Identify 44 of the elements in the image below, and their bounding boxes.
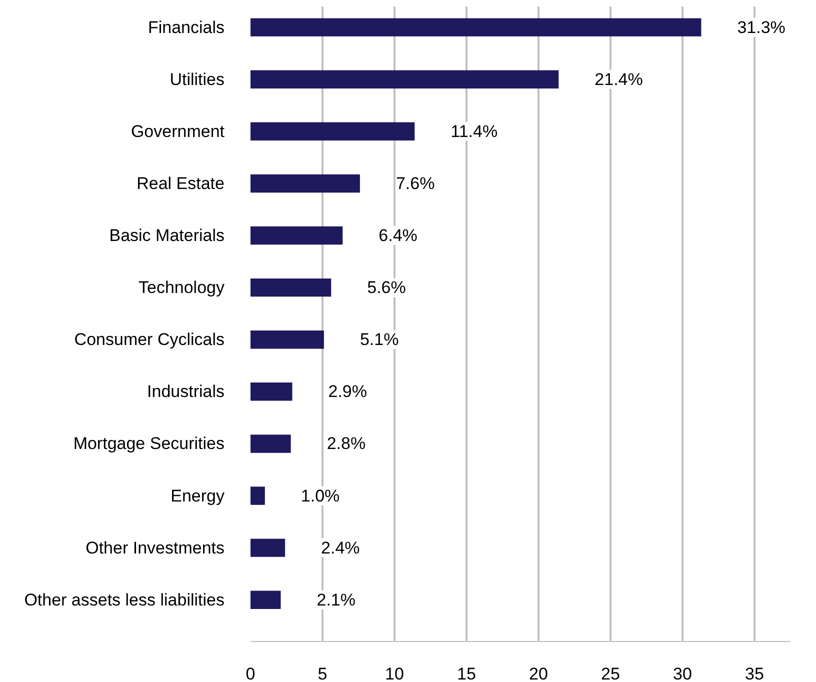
y-tick-label: Mortgage Securities xyxy=(73,434,225,454)
x-tick-label: 35 xyxy=(745,664,764,682)
bar xyxy=(250,538,286,557)
bar xyxy=(250,278,332,297)
x-tick-label: 20 xyxy=(529,664,548,682)
data-label: 2.4% xyxy=(321,538,360,558)
x-tick-label: 30 xyxy=(673,664,692,682)
data-label: 21.4% xyxy=(594,70,643,89)
x-tick-label: 0 xyxy=(246,664,256,682)
data-label: 2.8% xyxy=(326,434,366,454)
data-label: 31.3% xyxy=(737,18,786,37)
y-tick-label: Real Estate xyxy=(136,174,225,193)
y-tick-label: Basic Materials xyxy=(109,226,225,246)
bar xyxy=(250,226,343,245)
x-tick-label: 15 xyxy=(457,664,476,682)
y-tick-label: Industrials xyxy=(147,382,225,402)
data-label: 1.0% xyxy=(300,486,340,506)
y-tick-label: Other Investments xyxy=(86,538,224,558)
bar xyxy=(250,70,559,88)
bar xyxy=(250,590,281,609)
data-label: 6.4% xyxy=(378,226,418,246)
data-label: 2.9% xyxy=(328,382,368,402)
data-label: 11.4% xyxy=(450,122,498,141)
data-label: 7.6% xyxy=(396,174,435,193)
x-tick-label: 10 xyxy=(385,664,404,682)
bar xyxy=(250,330,324,349)
bar xyxy=(250,18,702,36)
y-tick-label: Financials xyxy=(148,18,225,37)
bar xyxy=(250,382,292,401)
y-tick-label: Utilities xyxy=(170,70,225,89)
bar xyxy=(250,174,360,193)
y-tick-label: Other assets less liabilities xyxy=(24,590,225,610)
bar xyxy=(250,486,265,505)
bar xyxy=(250,434,291,453)
x-tick-label: 25 xyxy=(601,664,620,682)
y-tick-label: Government xyxy=(130,122,225,141)
bar xyxy=(250,122,415,141)
y-tick-label: Energy xyxy=(170,486,225,506)
x-tick-label: 5 xyxy=(318,664,328,682)
data-label: 2.1% xyxy=(316,590,356,610)
y-tick-label: Technology xyxy=(138,278,225,298)
data-label: 5.1% xyxy=(360,330,399,350)
data-label: 5.6% xyxy=(367,278,406,298)
y-tick-label: Consumer Cyclicals xyxy=(74,330,224,350)
